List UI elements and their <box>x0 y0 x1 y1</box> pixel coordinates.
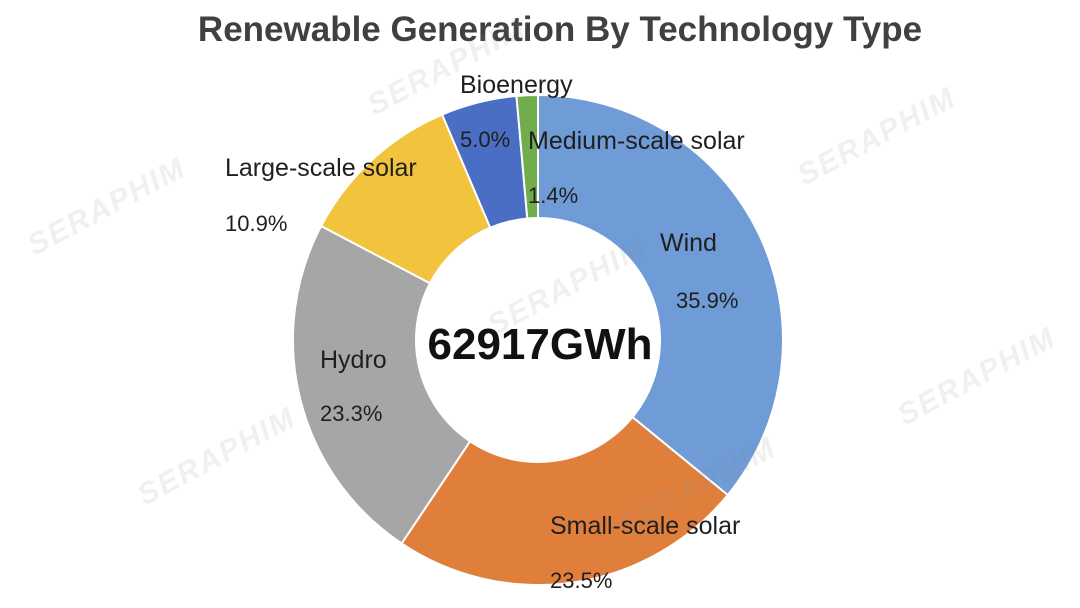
slice-value-hydro: 23.3% <box>320 401 383 426</box>
slice-medium-scale-solar <box>515 93 539 220</box>
slice-value-medium-scale-solar: 1.4% <box>528 183 579 208</box>
slice-value-large-scale-solar: 10.9% <box>225 211 288 236</box>
slice-label-hydro: Hydro <box>320 346 387 374</box>
center-total-label: 62917GWh <box>427 320 653 369</box>
slice-wind <box>537 93 784 497</box>
chart-title: Renewable Generation By Technology Type <box>197 10 923 49</box>
slice-value-wind: 35.9% <box>676 288 739 313</box>
slice-label-bioenergy: Bioenergy <box>460 71 573 99</box>
slice-hydro <box>292 224 472 545</box>
slice-label-small-scale-solar: Small-scale solar <box>550 512 741 540</box>
slice-label-medium-scale-solar: Medium-scale solar <box>528 127 745 155</box>
slice-value-small-scale-solar: 23.5% <box>550 568 613 593</box>
slice-label-wind: Wind <box>660 229 717 257</box>
slice-small-scale-solar <box>400 415 730 586</box>
slice-label-large-scale-solar: Large-scale solar <box>225 154 417 182</box>
slice-value-bioenergy: 5.0% <box>460 127 511 152</box>
